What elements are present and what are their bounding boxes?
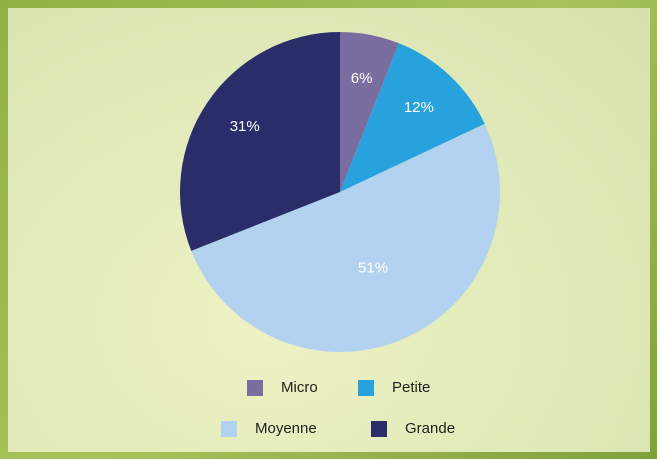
data-label: 51% <box>358 259 388 276</box>
legend-label: Moyenne <box>255 420 317 437</box>
legend-swatch <box>221 421 237 437</box>
legend-swatch <box>371 421 387 437</box>
pie-slice <box>191 123 500 352</box>
pie-slice <box>180 32 340 251</box>
data-label: 31% <box>230 118 260 135</box>
legend-label: Petite <box>392 379 430 396</box>
legend-label: Grande <box>405 420 455 437</box>
data-label: 12% <box>404 99 434 116</box>
legend-swatch <box>358 380 374 396</box>
pie-slice <box>340 43 485 192</box>
legend-swatch <box>247 380 263 396</box>
legend-label: Micro <box>281 379 318 396</box>
pie-slice <box>340 32 399 192</box>
data-label: 6% <box>351 70 373 87</box>
